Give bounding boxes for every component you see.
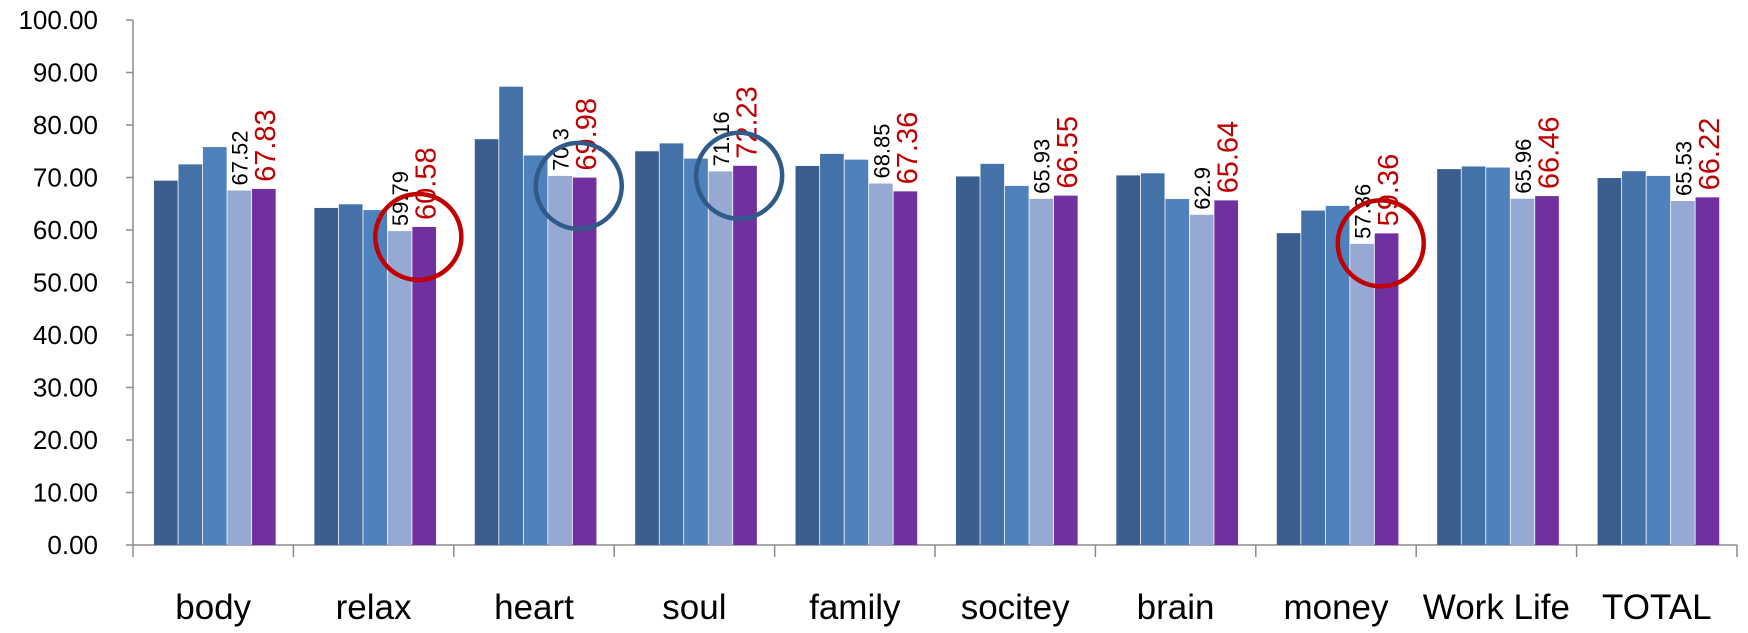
x-tick-label: socitey <box>961 588 1070 627</box>
bar <box>523 155 548 545</box>
bar <box>387 231 412 546</box>
bar <box>955 176 980 545</box>
x-tick-label: family <box>809 588 901 627</box>
bar <box>1695 197 1720 545</box>
y-tick-label: 80.00 <box>33 110 98 140</box>
bar <box>980 163 1005 545</box>
y-tick-label: 10.00 <box>33 478 98 508</box>
y-tick-label: 100.00 <box>18 5 98 35</box>
x-tick-label: money <box>1283 588 1389 627</box>
bar <box>820 153 844 545</box>
bar <box>1350 243 1374 546</box>
bar <box>499 86 523 546</box>
data-label-highlight: 66.22 <box>1694 118 1726 191</box>
bar <box>1437 169 1461 545</box>
y-axis: 0.00 10.00 20.00 30.00 40.00 50.00 60.00 70.00 8… <box>18 5 134 560</box>
data-label: 65.53 <box>1671 141 1696 196</box>
y-tick-label: 90.00 <box>33 58 98 88</box>
y-tick-label: 60.00 <box>33 215 98 245</box>
bar <box>1116 175 1141 545</box>
bar <box>474 139 499 546</box>
y-tick-label: 70.00 <box>33 163 98 193</box>
bar <box>659 143 684 545</box>
bar <box>1535 196 1559 545</box>
bar <box>363 210 388 546</box>
bar <box>314 207 339 545</box>
data-label-highlight: 65.64 <box>1213 121 1245 194</box>
bar <box>795 165 820 545</box>
y-tick-label: 50.00 <box>33 268 98 298</box>
data-label-highlight: 67.83 <box>250 109 282 182</box>
data-label-highlight: 60.58 <box>411 147 443 220</box>
bar <box>572 177 597 546</box>
data-label-highlight: 66.46 <box>1533 117 1565 190</box>
bar <box>844 159 869 545</box>
bar <box>227 190 252 545</box>
x-tick-label: heart <box>494 588 574 627</box>
data-label: 65.93 <box>1030 139 1055 194</box>
bar <box>1276 233 1301 545</box>
x-tick-label: Work Life <box>1423 588 1570 627</box>
bar <box>1053 195 1078 546</box>
bars <box>153 86 1720 546</box>
bar <box>684 158 708 545</box>
bar <box>1140 173 1165 546</box>
data-label: 67.52 <box>228 130 253 185</box>
bar <box>202 147 227 546</box>
highlight-circle <box>373 191 464 283</box>
data-label-highlight: 69.98 <box>571 98 603 171</box>
bar <box>338 204 363 545</box>
bar <box>178 164 203 545</box>
annotations <box>373 130 1426 289</box>
data-label-highlight: 67.36 <box>892 112 924 185</box>
y-tick-label: 30.00 <box>33 373 98 403</box>
bar <box>1461 166 1486 545</box>
bar <box>1374 233 1399 546</box>
bar <box>635 151 659 545</box>
x-tick-label: TOTAL <box>1602 588 1712 627</box>
y-tick-label: 0.00 <box>47 530 98 560</box>
y-tick-label: 20.00 <box>33 425 98 455</box>
bar <box>412 226 437 545</box>
bar <box>1301 210 1325 545</box>
bar <box>1510 198 1535 545</box>
highlight-circle <box>533 140 624 232</box>
highlight-circle <box>693 130 785 222</box>
bar <box>708 171 733 545</box>
bar <box>153 180 178 545</box>
data-label: 62.9 <box>1190 167 1215 210</box>
y-tick-label: 40.00 <box>33 320 98 350</box>
bar <box>1597 178 1622 545</box>
data-label: 65.96 <box>1511 139 1536 194</box>
bar <box>1189 214 1214 545</box>
bar <box>893 191 918 546</box>
x-tick-label: body <box>175 588 251 627</box>
bar <box>1165 199 1190 545</box>
bar <box>733 165 757 546</box>
bar <box>548 175 572 546</box>
x-tick-label: relax <box>336 588 412 627</box>
data-label-highlight: 66.55 <box>1052 116 1084 189</box>
x-axis: body relax heart soul family socitey brain mone… <box>132 544 1738 627</box>
bar <box>1486 167 1510 545</box>
x-tick-label: brain <box>1137 588 1215 627</box>
data-label: 68.85 <box>869 123 894 178</box>
bar <box>251 188 276 545</box>
bar <box>869 183 893 545</box>
bar <box>1214 200 1239 545</box>
highlight-circle <box>1335 198 1426 289</box>
bar <box>1622 171 1646 545</box>
bar <box>1004 185 1029 545</box>
bar <box>1646 175 1671 546</box>
bar <box>1671 200 1695 545</box>
data-label-highlight: 72.23 <box>731 86 763 159</box>
bar <box>1029 198 1054 545</box>
data-label-highlight: 59.36 <box>1373 154 1405 227</box>
x-tick-label: soul <box>662 588 726 627</box>
bar <box>1325 205 1350 545</box>
